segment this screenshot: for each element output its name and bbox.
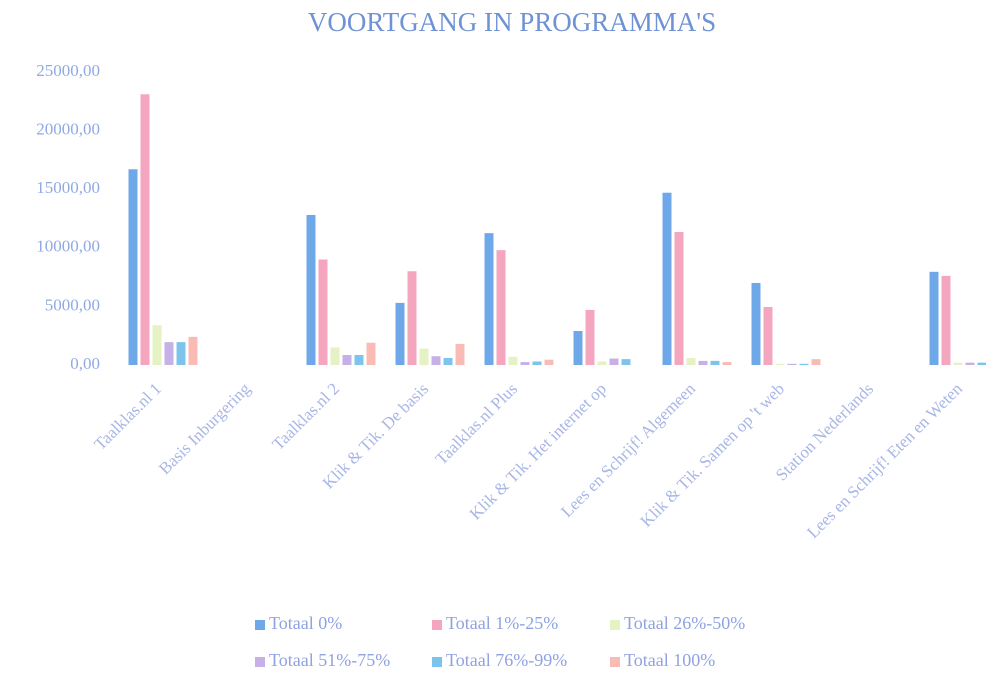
bar bbox=[977, 362, 986, 365]
y-tick-label: 10000,00 bbox=[36, 237, 100, 256]
x-tick-label: Klik & Tik. Samen op 't web bbox=[637, 379, 789, 531]
bar bbox=[354, 355, 364, 365]
bar bbox=[710, 360, 720, 365]
x-tick-label: Station Nederlands bbox=[772, 379, 877, 484]
legend-label: Totaal 51%-75% bbox=[269, 650, 390, 670]
bar bbox=[953, 362, 963, 365]
legend-label: Totaal 100% bbox=[624, 650, 715, 670]
bar bbox=[306, 214, 316, 365]
y-tick-label: 15000,00 bbox=[36, 178, 100, 197]
bar bbox=[621, 359, 631, 365]
legend-swatch bbox=[432, 620, 442, 630]
bar bbox=[496, 250, 506, 365]
bar bbox=[164, 342, 174, 365]
bar bbox=[443, 357, 453, 365]
bar bbox=[811, 359, 821, 365]
y-tick-label: 20000,00 bbox=[36, 120, 100, 139]
bar bbox=[698, 360, 708, 365]
bar bbox=[609, 358, 619, 365]
x-tick-label: Basis Inburgering bbox=[155, 379, 254, 478]
bar bbox=[722, 362, 732, 365]
bar bbox=[176, 342, 186, 365]
legend-swatch bbox=[610, 620, 620, 630]
bar bbox=[965, 362, 975, 365]
bar bbox=[686, 357, 696, 365]
bar bbox=[188, 336, 198, 365]
bar bbox=[152, 325, 162, 365]
bar bbox=[407, 271, 417, 365]
bar bbox=[929, 271, 939, 365]
bar bbox=[140, 94, 150, 365]
legend-swatch bbox=[255, 657, 265, 667]
bar bbox=[484, 233, 494, 365]
bar bbox=[330, 347, 340, 365]
bar bbox=[763, 306, 773, 365]
legend-label: Totaal 26%-50% bbox=[624, 613, 745, 633]
bar bbox=[662, 192, 672, 365]
y-tick-label: 25000,00 bbox=[36, 61, 100, 80]
bar bbox=[520, 362, 530, 365]
legend-swatch bbox=[255, 620, 265, 630]
bar bbox=[128, 169, 138, 365]
bar bbox=[532, 361, 542, 365]
bar bbox=[419, 348, 429, 365]
legend-label: Totaal 76%-99% bbox=[446, 650, 567, 670]
y-tick-label: 5000,00 bbox=[45, 295, 100, 314]
chart-title: VOORTGANG IN PROGRAMMA'S bbox=[308, 7, 716, 37]
bar bbox=[366, 342, 376, 365]
legend-label: Totaal 0% bbox=[269, 613, 342, 633]
x-tick-label: Taalklas.nl 1 bbox=[90, 379, 165, 454]
bar bbox=[751, 282, 761, 365]
y-tick-label: 0,00 bbox=[70, 354, 100, 373]
bar bbox=[395, 302, 405, 365]
bar bbox=[508, 356, 518, 365]
legend-swatch bbox=[432, 657, 442, 667]
bar bbox=[455, 343, 465, 365]
x-tick-label: Taalklas.nl 2 bbox=[268, 379, 343, 454]
bar bbox=[787, 363, 797, 365]
bar bbox=[674, 231, 684, 365]
bar bbox=[431, 356, 441, 365]
bar bbox=[318, 259, 328, 365]
bar bbox=[585, 309, 595, 365]
legend-label: Totaal 1%-25% bbox=[446, 613, 558, 633]
bar bbox=[597, 361, 607, 365]
bar bbox=[544, 359, 554, 365]
bar bbox=[342, 355, 352, 365]
bar bbox=[941, 275, 951, 365]
bar bbox=[775, 363, 785, 365]
x-tick-label: Taalklas.nl Plus bbox=[432, 379, 521, 468]
bar bbox=[573, 331, 583, 365]
x-tick-label: Lees en Schrijf! Eten en Weten bbox=[803, 379, 966, 542]
bar bbox=[799, 363, 809, 365]
legend-swatch bbox=[610, 657, 620, 667]
